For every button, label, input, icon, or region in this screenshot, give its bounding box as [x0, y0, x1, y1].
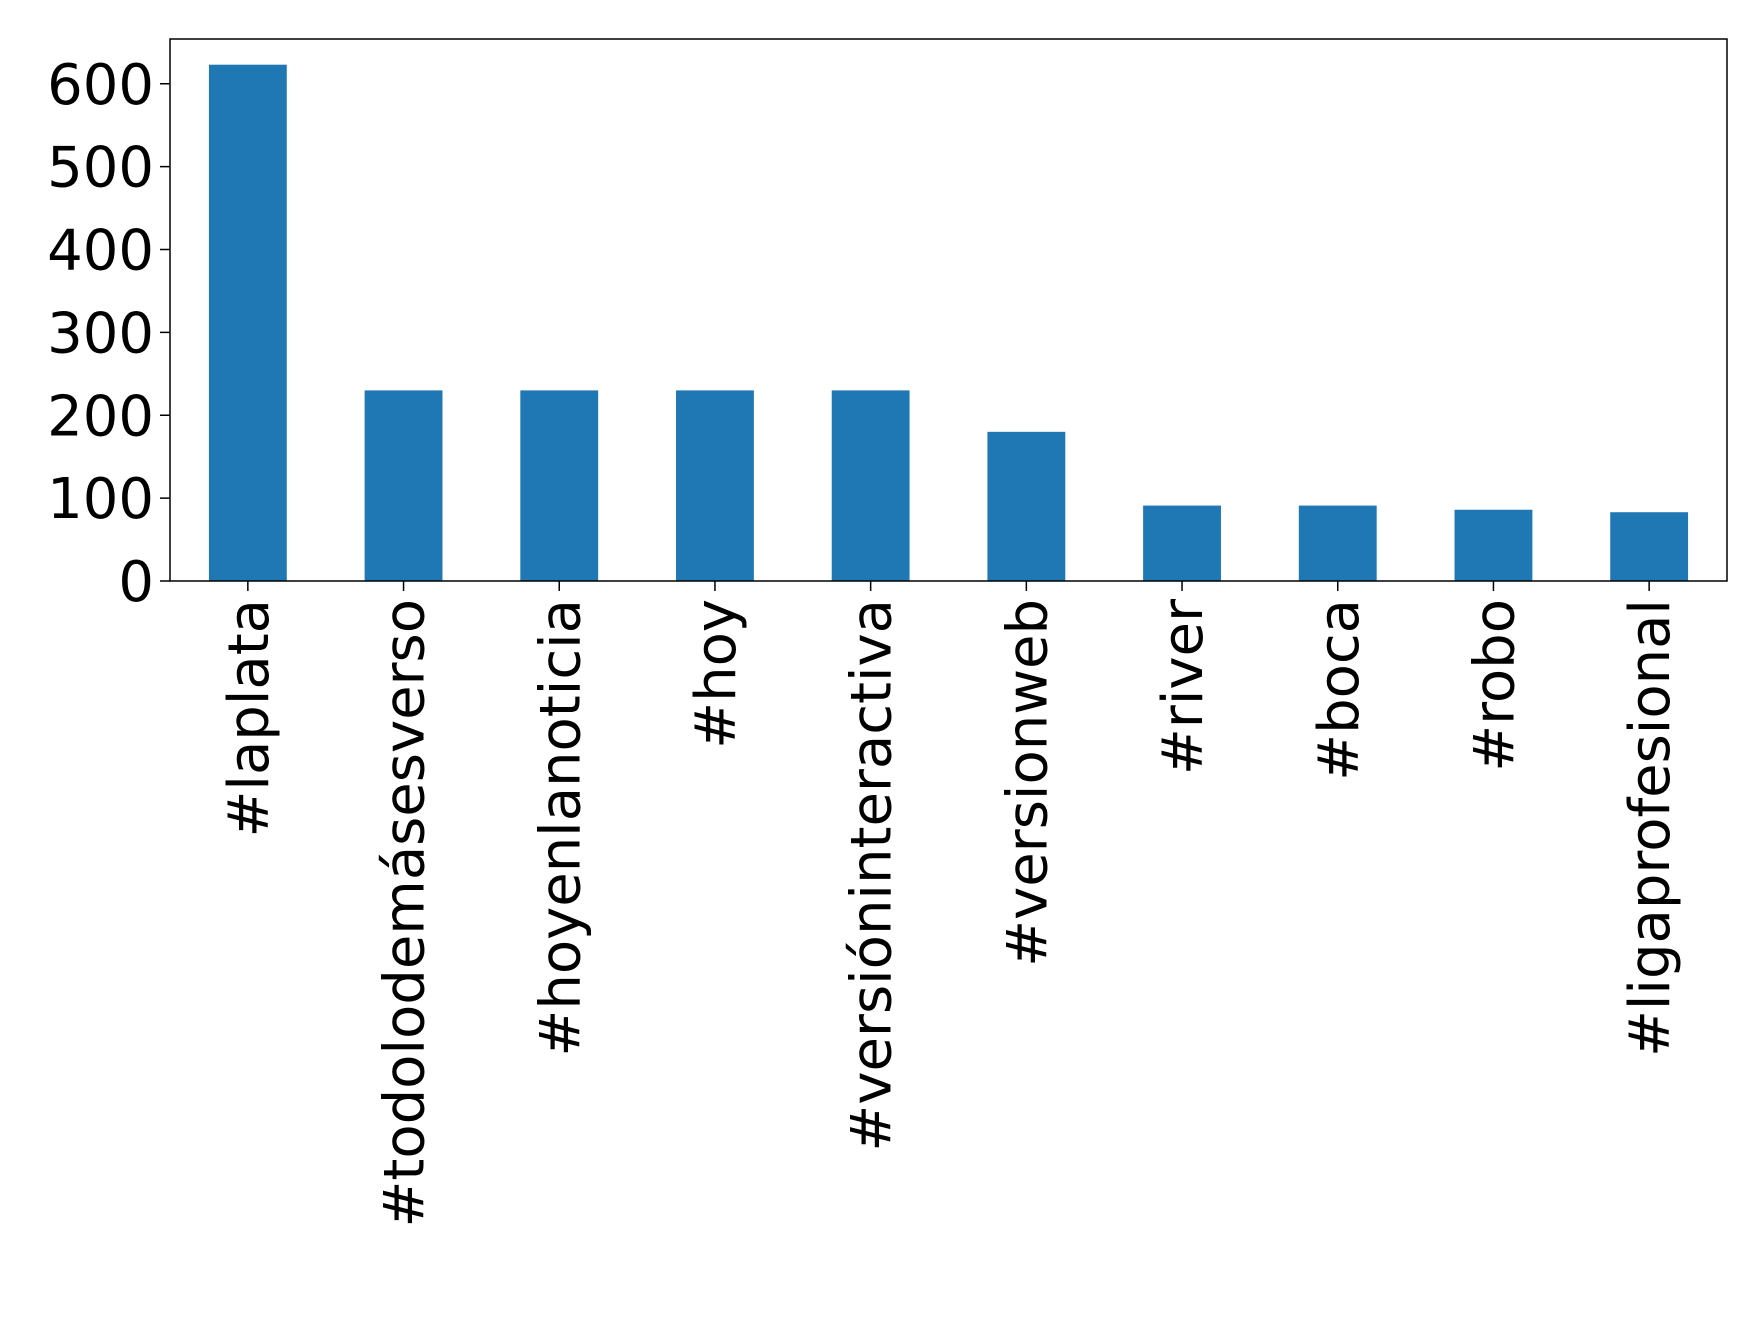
y-tick-label: 500 [47, 136, 154, 201]
bar [364, 390, 443, 581]
bar [520, 390, 599, 581]
y-tick-label: 0 [118, 550, 154, 615]
x-tick-label: #versionweb [995, 599, 1060, 967]
x-tick-label: #boca [1307, 599, 1372, 781]
x-tick-label: #versióninteractiva [840, 599, 905, 1152]
bar [1454, 509, 1533, 581]
bar [208, 64, 287, 581]
y-tick-label: 300 [47, 301, 154, 366]
x-tick-label: #hoy [684, 599, 749, 749]
x-tick-label: #ligaprofesional [1618, 599, 1683, 1057]
bar [1298, 505, 1377, 581]
x-tick-label: #robo [1462, 599, 1527, 772]
x-tick-label: #laplata [217, 599, 282, 838]
y-tick-label: 400 [47, 219, 154, 284]
bar [1610, 512, 1689, 581]
y-tick-label: 100 [47, 467, 154, 532]
x-tick-label: #todolodemásesverso [373, 599, 438, 1228]
bar [1143, 505, 1221, 581]
plot-frame [169, 38, 1728, 582]
bar [987, 431, 1066, 581]
x-tick-label: #hoyenlanoticia [528, 599, 593, 1057]
bar [831, 390, 910, 581]
y-tick-label: 600 [47, 53, 154, 118]
y-tick-label: 200 [47, 384, 154, 449]
x-tick-label: #river [1151, 598, 1216, 775]
bar [676, 390, 754, 581]
